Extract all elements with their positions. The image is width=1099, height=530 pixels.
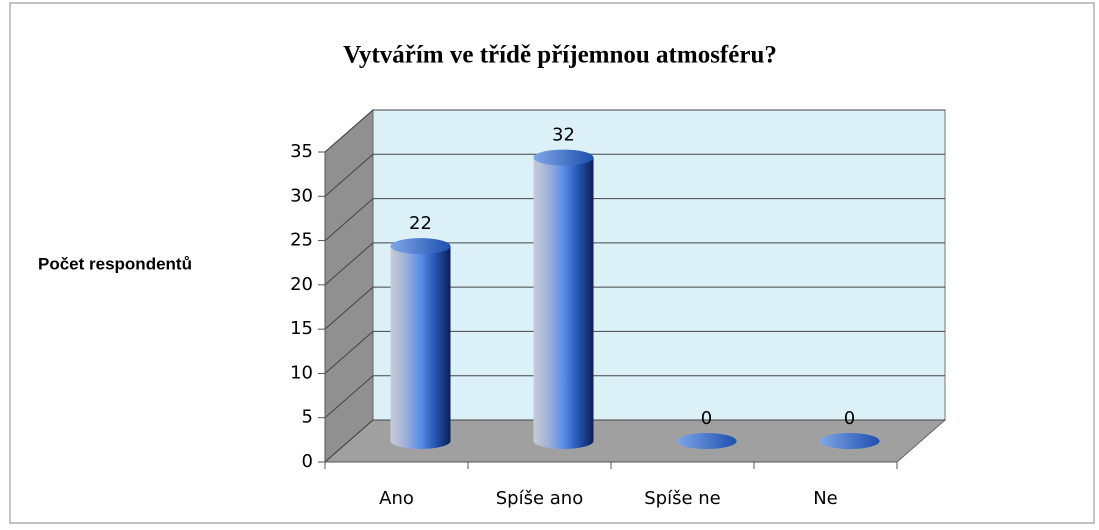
y-tick-label: 0 — [302, 451, 313, 472]
grid-line — [324, 242, 374, 286]
data-label: 0 — [844, 408, 855, 429]
y-tick-label: 25 — [290, 230, 313, 251]
bar — [819, 433, 880, 449]
bar — [676, 433, 737, 449]
y-tick-label: 15 — [290, 318, 313, 339]
data-label: 32 — [552, 125, 575, 146]
bar — [533, 149, 594, 450]
grid-line — [324, 286, 374, 330]
bar-part — [533, 149, 594, 166]
bar-part — [533, 157, 594, 450]
y-tick-label: 10 — [290, 362, 313, 383]
grid-line — [324, 375, 374, 419]
grid-line — [324, 153, 374, 197]
x-tick-label: Spíše ne — [644, 488, 721, 509]
data-label: 0 — [701, 408, 712, 429]
grid-line — [324, 331, 374, 374]
grid-line — [324, 109, 374, 153]
y-tick-label: 20 — [290, 274, 313, 295]
side-wall — [324, 108, 374, 464]
bar-part — [819, 433, 880, 449]
x-tick-label: Ano — [379, 488, 414, 509]
x-tick-label: Spíše ano — [496, 488, 583, 509]
chart-title: Vytvářím ve třídě příjemnou atmosféru? — [343, 42, 777, 69]
y-tick-label: 5 — [302, 407, 313, 428]
data-label: 22 — [409, 213, 432, 234]
bar-part — [390, 246, 451, 449]
back-wall — [372, 109, 946, 421]
y-tick-label: 30 — [290, 185, 313, 206]
grid-line — [324, 198, 374, 241]
x-tick-label: Ne — [813, 488, 838, 509]
bar — [390, 238, 451, 449]
y-tick-label: 35 — [290, 141, 313, 162]
bar-part — [390, 238, 451, 255]
bar-part — [676, 433, 737, 449]
grid-line — [324, 419, 374, 463]
y-axis-label: Počet respondentů — [38, 254, 192, 273]
